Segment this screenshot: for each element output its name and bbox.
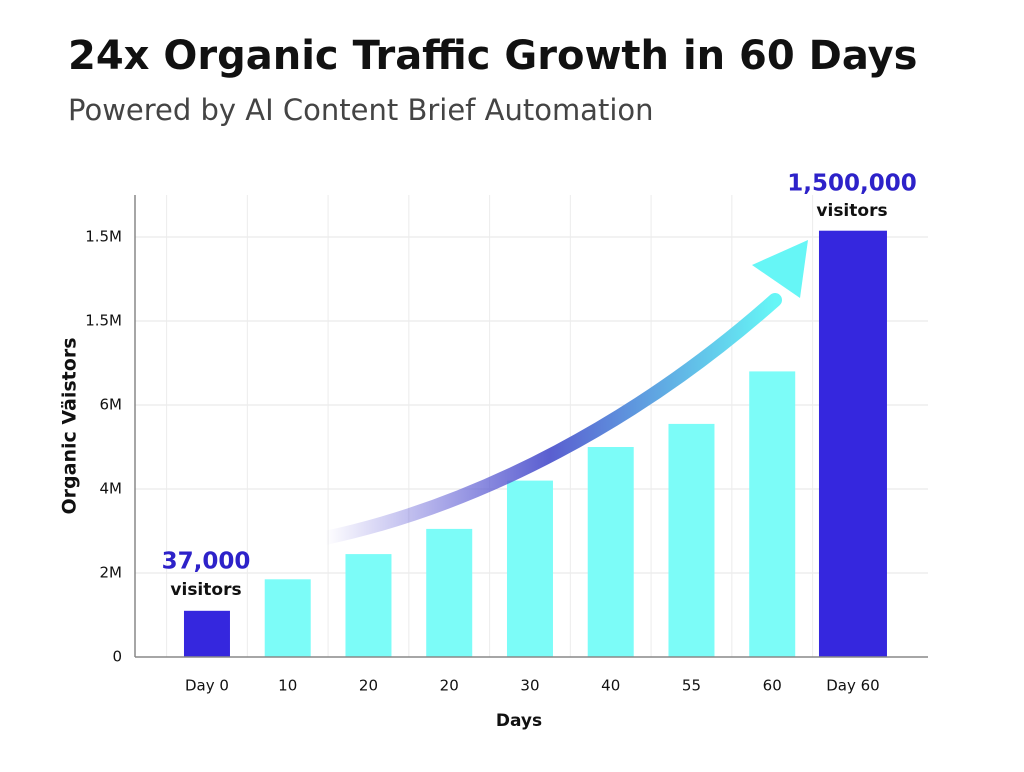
bar xyxy=(264,579,311,657)
x-tick-label: 20 xyxy=(359,677,378,695)
growth-arrow xyxy=(318,293,782,545)
annotation: 37,000 xyxy=(162,549,251,575)
arrow-head xyxy=(752,240,808,298)
annotation-sub: visitors xyxy=(816,201,887,221)
x-tick-label: 40 xyxy=(601,677,620,695)
bar xyxy=(345,554,392,657)
bar xyxy=(749,371,796,657)
y-tick-label: 1.5M xyxy=(85,312,122,330)
y-axis-label: Organic Väistors xyxy=(59,338,81,515)
annotation-sub: visitors xyxy=(170,580,241,600)
bar xyxy=(668,423,715,657)
bar xyxy=(587,447,634,657)
y-tick-label: 1.5M xyxy=(85,228,122,246)
chart-title: 24x Organic Traffic Growth in 60 Days xyxy=(68,33,918,79)
x-tick-label: 30 xyxy=(520,677,539,695)
x-tick-label: 20 xyxy=(440,677,459,695)
x-tick-label: 60 xyxy=(763,677,782,695)
y-tick-label: 2M xyxy=(100,564,123,582)
y-tick-label: 6M xyxy=(100,396,123,414)
bar xyxy=(183,610,230,657)
x-tick-label: Day 60 xyxy=(826,677,879,695)
x-tick-label: 55 xyxy=(682,677,701,695)
chart-subtitle: Powered by AI Content Brief Automation xyxy=(68,93,654,127)
annotation: 1,500,000 xyxy=(787,171,917,197)
y-tick-label: 4M xyxy=(100,480,123,498)
bar xyxy=(506,480,553,657)
y-tick-label: 0 xyxy=(112,648,122,666)
bar xyxy=(818,230,887,657)
x-axis-label: Days xyxy=(496,711,542,731)
x-tick-label: Day 0 xyxy=(185,677,229,695)
x-tick-label: 10 xyxy=(278,677,297,695)
bar xyxy=(426,528,473,657)
